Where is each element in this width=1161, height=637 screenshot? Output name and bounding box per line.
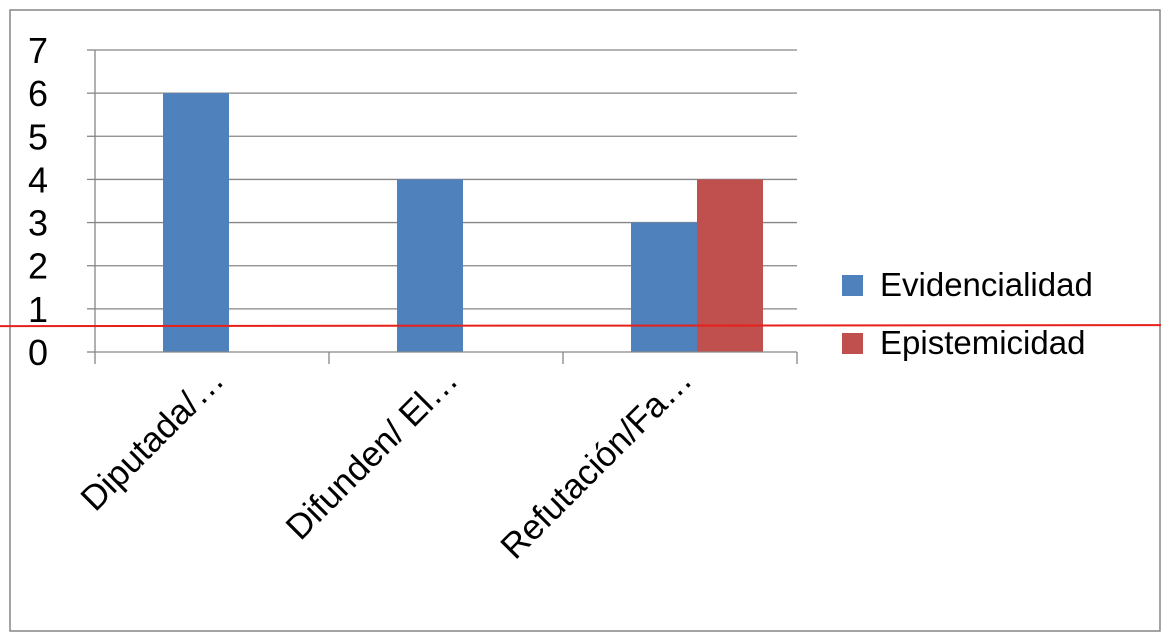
legend-swatch-evidencialidad <box>842 275 863 296</box>
y-tick-label: 2 <box>28 246 48 287</box>
legend: Evidencialidad Epistemicidad <box>842 266 1093 361</box>
y-tick-label: 1 <box>28 289 48 330</box>
y-tick-label: 6 <box>28 73 48 114</box>
annotation <box>0 324 1161 328</box>
bar-epistemicidad <box>697 179 763 352</box>
annotation-line <box>0 324 1161 328</box>
y-tick-label: 7 <box>28 30 48 71</box>
axes <box>87 49 798 364</box>
legend-swatch-epistemicidad <box>842 333 863 354</box>
bar-evidencialidad <box>397 179 463 352</box>
y-tick-label: 5 <box>28 116 48 157</box>
legend-label-evidencialidad: Evidencialidad <box>880 266 1093 303</box>
bar-evidencialidad <box>631 222 697 352</box>
bar-evidencialidad <box>163 93 229 353</box>
bars <box>163 93 763 353</box>
y-tick-label: 3 <box>28 203 48 244</box>
y-tick-label: 0 <box>28 332 48 373</box>
legend-label-epistemicidad: Epistemicidad <box>880 324 1085 361</box>
y-tick-label: 4 <box>28 159 48 200</box>
